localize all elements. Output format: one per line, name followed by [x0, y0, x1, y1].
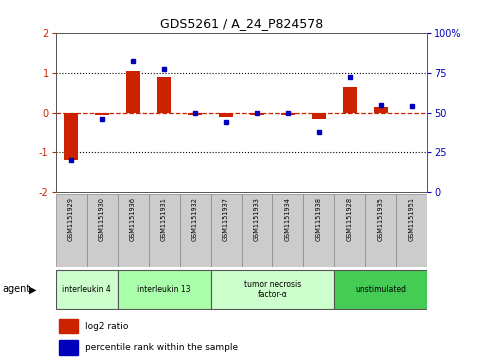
Text: GSM1151933: GSM1151933 [254, 197, 260, 241]
Bar [117, 194, 149, 267]
Text: GSM1151934: GSM1151934 [285, 197, 291, 241]
Bar [374, 107, 388, 113]
Bar [59, 340, 78, 355]
Text: agent: agent [2, 285, 30, 294]
Text: GSM1151935: GSM1151935 [378, 197, 384, 241]
Bar [157, 77, 171, 113]
Bar [180, 194, 211, 267]
Text: GSM1151937: GSM1151937 [223, 197, 229, 241]
Text: GSM1151951: GSM1151951 [409, 197, 415, 241]
Bar [95, 113, 109, 115]
Bar [303, 194, 334, 267]
Bar [334, 194, 366, 267]
Bar [149, 194, 180, 267]
Text: GSM1151928: GSM1151928 [347, 197, 353, 241]
Bar [272, 194, 303, 267]
Bar [366, 194, 397, 267]
Bar [312, 113, 326, 118]
Bar [117, 270, 211, 309]
Text: interleukin 13: interleukin 13 [137, 285, 191, 294]
Bar [64, 113, 78, 160]
Text: GSM1151936: GSM1151936 [130, 197, 136, 241]
Text: percentile rank within the sample: percentile rank within the sample [85, 343, 239, 352]
Bar [56, 270, 117, 309]
Text: tumor necrosis
factor-α: tumor necrosis factor-α [244, 280, 301, 299]
Bar [188, 113, 202, 115]
Bar [211, 194, 242, 267]
Bar [219, 113, 233, 117]
Text: GSM1151929: GSM1151929 [68, 197, 74, 241]
Text: unstimulated: unstimulated [355, 285, 407, 294]
Bar [397, 194, 427, 267]
Bar [281, 113, 295, 115]
Bar [250, 113, 264, 115]
Bar [126, 71, 140, 113]
Text: log2 ratio: log2 ratio [85, 322, 128, 331]
Text: ▶: ▶ [29, 285, 37, 294]
Text: interleukin 4: interleukin 4 [62, 285, 111, 294]
Bar [242, 194, 272, 267]
Bar [59, 319, 78, 333]
Text: GSM1151931: GSM1151931 [161, 197, 167, 241]
Bar [86, 194, 117, 267]
Text: GSM1151938: GSM1151938 [316, 197, 322, 241]
Text: GSM1151930: GSM1151930 [99, 197, 105, 241]
Bar [334, 270, 427, 309]
Title: GDS5261 / A_24_P824578: GDS5261 / A_24_P824578 [160, 17, 323, 30]
Bar [56, 194, 86, 267]
Text: GSM1151932: GSM1151932 [192, 197, 198, 241]
Bar [343, 87, 357, 113]
Bar [211, 270, 334, 309]
